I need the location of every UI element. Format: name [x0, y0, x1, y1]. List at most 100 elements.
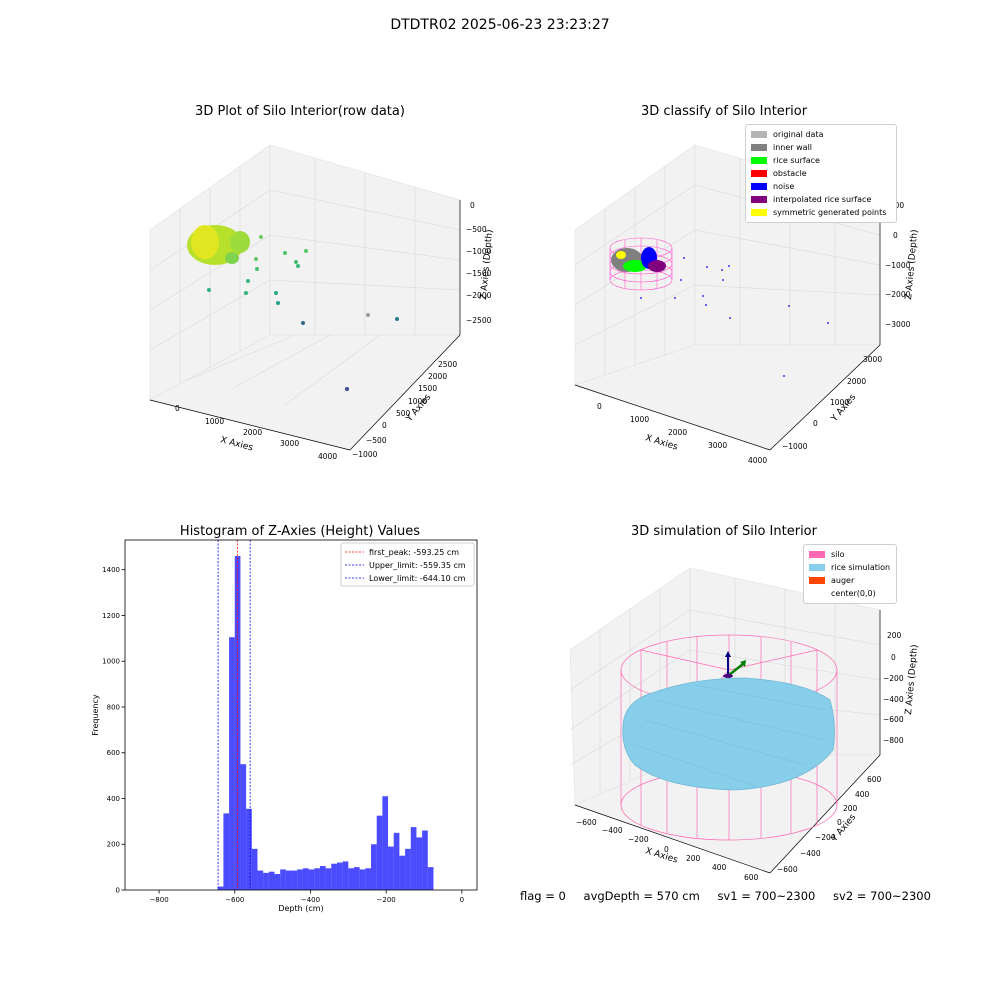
histogram-bar: [251, 848, 258, 890]
histogram-bar: [246, 808, 252, 890]
raw-ytick: 500: [396, 409, 411, 418]
legend-swatch: [751, 209, 767, 216]
raw-point-cluster: [187, 225, 250, 265]
raw-xtick: 2000: [243, 428, 262, 437]
raw-ztick: −1000: [466, 247, 492, 256]
histogram-xtick-label: 0: [460, 896, 464, 904]
raw-ztick: −500: [466, 225, 487, 234]
sv1-text: sv1 = 700~2300: [717, 889, 816, 903]
sim-auger: [723, 651, 746, 678]
sim-ytick: 600: [867, 775, 882, 784]
legend-label: rice simulation: [831, 563, 891, 572]
legend-swatch: [751, 157, 767, 164]
figure-suptitle: DTDTR02 2025-06-23 23:23:27: [390, 17, 610, 33]
legend-label: auger: [831, 576, 855, 585]
legend-text-upper-limit: Upper_limit: -559.35 cm: [369, 561, 466, 570]
sim-ytick: −600: [777, 865, 798, 874]
legend-swatch: [751, 144, 767, 151]
histogram-x-ticks: −800 −600 −400 −200 0: [149, 890, 464, 904]
legend-label: rice surface: [773, 156, 820, 165]
histogram-legend-box: [340, 542, 475, 587]
histogram-bar: [416, 837, 423, 890]
raw-ztick: −2500: [466, 316, 492, 325]
raw-ytick: 0: [382, 421, 387, 430]
histogram-bar: [240, 764, 247, 890]
raw-zlabel: Z Axies (Depth): [479, 229, 495, 300]
legend-swatch: [751, 131, 767, 138]
histogram-bar: [217, 886, 224, 890]
histogram-bar: [331, 863, 337, 890]
histogram-bar: [280, 869, 286, 890]
legend-label: inner wall: [773, 143, 813, 152]
sim-xtick: −600: [576, 818, 597, 827]
histogram-bar: [371, 844, 377, 890]
classify-xtick: 3000: [708, 441, 727, 450]
sim-xtick: −400: [602, 826, 623, 835]
classify-ytick: 0: [813, 419, 818, 428]
raw-ytick: 1500: [418, 384, 437, 393]
histogram-bar: [268, 871, 275, 890]
classify-ytick: 3000: [863, 355, 882, 364]
legend-entry: noise: [751, 180, 891, 193]
histogram-bar: [405, 848, 411, 890]
histogram-bar: [291, 870, 298, 890]
histogram-bar: [297, 869, 303, 890]
sim-ztick: 0: [891, 653, 896, 662]
histogram-ytick-label: 1400: [102, 566, 120, 574]
sim-ztick: −400: [883, 695, 904, 704]
raw-xtick: 1000: [205, 417, 224, 426]
sim-xlabel: X Axies: [644, 846, 679, 865]
histogram-bar: [263, 872, 269, 890]
histogram-xlabel: Depth (cm): [278, 904, 323, 913]
legend-text-first-peak: first_peak: -593.25 cm: [369, 548, 459, 557]
legend-entry: rice surface: [751, 154, 891, 167]
avg-depth-text: avgDepth = 570 cm: [583, 889, 700, 903]
raw-xlabel: X Axies: [219, 435, 254, 453]
legend-swatch: [751, 170, 767, 177]
legend-label: silo: [831, 550, 845, 559]
histogram-ytick-label: 200: [107, 841, 120, 849]
classify-ztick: −2000: [885, 290, 911, 299]
histogram-bar: [274, 873, 281, 890]
raw-xtick: 4000: [318, 452, 337, 461]
sim-ytick: 200: [843, 804, 858, 813]
legend-swatch: [809, 551, 825, 558]
histogram-reference-lines: [217, 540, 251, 890]
sim-xtick: 400: [712, 863, 727, 872]
legend-label: center(0,0): [831, 589, 876, 598]
raw-ztick: 0: [470, 201, 475, 210]
histogram-xtick-label: −400: [301, 896, 320, 904]
legend-label: obstacle: [773, 169, 807, 178]
histogram-bar: [285, 870, 292, 890]
histogram-xtick-label: −200: [377, 896, 396, 904]
classify-ytick: 1000: [830, 398, 849, 407]
raw-ytick: 1000: [408, 397, 427, 406]
classify-xtick: 4000: [748, 456, 767, 465]
histogram-bar: [342, 861, 349, 890]
legend-label: interpolated rice surface: [773, 195, 872, 204]
histogram-bar: [388, 846, 394, 890]
classify-xtick: 1000: [630, 415, 649, 424]
classify-ytick: 2000: [847, 377, 866, 386]
histogram-xtick-label: −800: [149, 896, 168, 904]
histogram-bar: [399, 855, 406, 890]
sim-ylabel: Y Axies: [829, 812, 858, 844]
histogram-ytick-label: 0: [116, 887, 120, 895]
histogram-bar: [257, 870, 264, 890]
raw-plot-title: 3D Plot of Silo Interior(row data): [195, 104, 405, 119]
legend-label: original data: [773, 130, 824, 139]
sim-xtick: 0: [664, 845, 669, 854]
raw-ytick: 2000: [428, 372, 447, 381]
sim-rice-surface: [622, 677, 835, 791]
classify-zlabel: Z Axies (Depth): [904, 229, 920, 300]
sim-ytick: 400: [855, 790, 870, 799]
status-footer: flag = 0 avgDepth = 570 cm sv1 = 700~230…: [520, 889, 931, 903]
sim-ytick: 0: [837, 818, 842, 827]
legend-entry: center(0,0): [809, 587, 891, 600]
classify-ztick: −3000: [885, 320, 911, 329]
sim-xtick: −200: [628, 835, 649, 844]
legend-label: noise: [773, 182, 795, 191]
legend-entry: rice simulation: [809, 561, 891, 574]
histogram-ytick-label: 1200: [102, 612, 120, 620]
legend-entry: symmetric generated points: [751, 206, 891, 219]
